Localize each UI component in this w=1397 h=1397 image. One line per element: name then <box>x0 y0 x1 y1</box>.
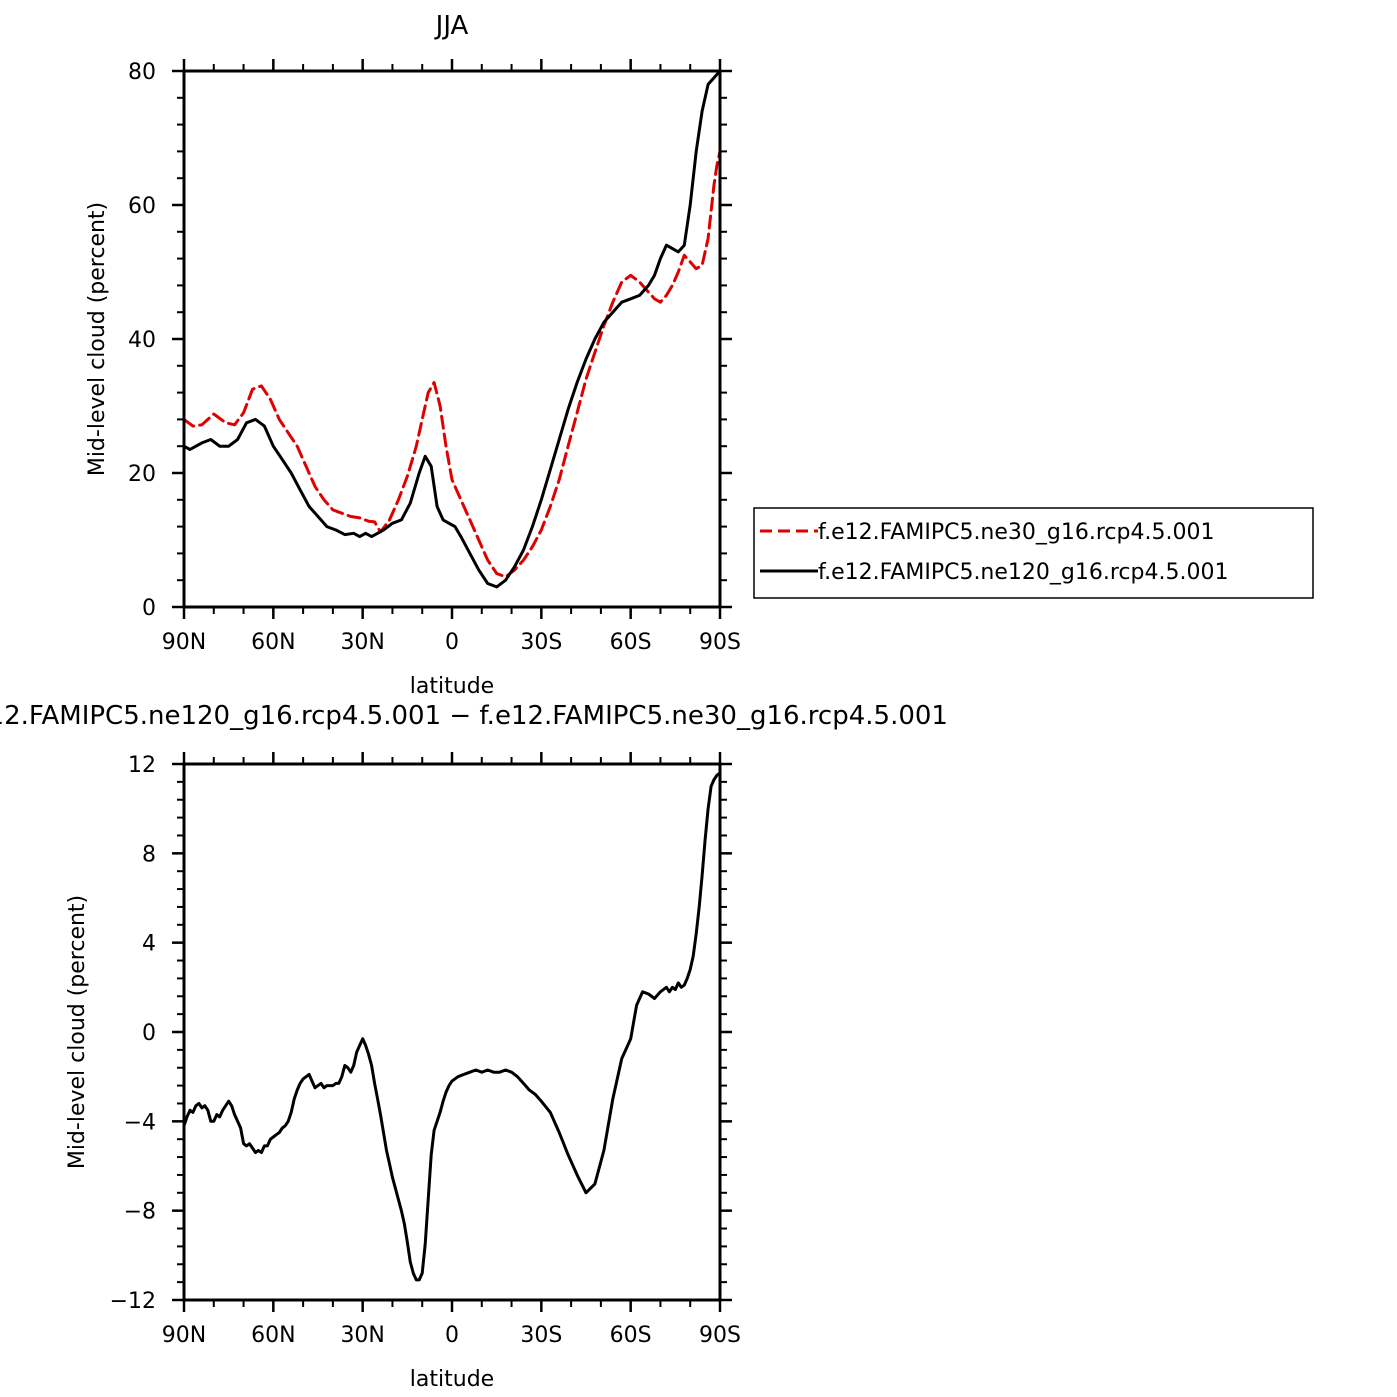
bottom-y-tick-label: −8 <box>124 1200 156 1225</box>
bottom-y-tick-label: −4 <box>124 1110 156 1135</box>
top-x-tick-label: 60N <box>251 630 295 655</box>
bottom-x-tick-label: 60N <box>251 1323 295 1348</box>
top-x-tick-label: 30N <box>340 630 384 655</box>
bottom-plot-lines <box>182 771 722 1282</box>
top-axis-ticks: 90N 60N 30N 0 30S 60S 90S 0 20 40 60 80 <box>128 59 741 655</box>
legend-box <box>753 507 1314 599</box>
legend: f.e12.FAMIPC5.ne30_g16.rcp4.5.001 f.e12.… <box>753 507 1314 599</box>
bottom-y-tick-label: −12 <box>110 1289 156 1314</box>
top-x-tick-label: 30S <box>520 630 562 655</box>
top-y-tick-label: 0 <box>142 596 156 621</box>
bottom-x-tick-label: 60S <box>610 1323 652 1348</box>
top-x-axis-title: latitude <box>410 674 494 699</box>
bottom-y-tick-label: 8 <box>142 842 156 867</box>
top-y-tick-label: 40 <box>128 328 156 353</box>
top-plot-lines <box>182 69 722 589</box>
top-panel: JJA 90N 60N 30N 0 30S 60S 90S 0 20 40 60 80 latitud… <box>85 11 741 699</box>
top-y-tick-label: 80 <box>128 60 156 85</box>
bottom-x-tick-label: 30N <box>340 1323 384 1348</box>
top-y-tick-label: 60 <box>128 194 156 219</box>
top-y-tick-label: 20 <box>128 462 156 487</box>
bottom-axis-ticks: 90N 60N 30N 0 30S 60S 90S −12 −8 −4 0 4 8 12 <box>110 752 741 1348</box>
top-series-line-1 <box>182 69 722 589</box>
top-series-line-0 <box>182 149 722 579</box>
bottom-x-axis-title: latitude <box>410 1367 494 1392</box>
top-y-axis-title: Mid-level cloud (percent) <box>85 202 110 476</box>
bottom-x-tick-label: 30S <box>520 1323 562 1348</box>
top-x-tick-label: 90N <box>162 630 206 655</box>
top-x-tick-label: 60S <box>610 630 652 655</box>
bottom-y-tick-label: 0 <box>142 1021 156 1046</box>
bottom-y-axis-title: Mid-level cloud (percent) <box>65 895 90 1169</box>
bottom-panel-title: f.e12.FAMIPC5.ne120_g16.rcp4.5.001 − f.e… <box>0 701 948 731</box>
top-x-tick-label: 0 <box>445 630 459 655</box>
legend-label-ne120: f.e12.FAMIPC5.ne120_g16.rcp4.5.001 <box>818 560 1228 585</box>
bottom-x-tick-label: 90S <box>699 1323 741 1348</box>
bottom-y-tick-label: 12 <box>128 753 156 778</box>
bottom-x-tick-label: 90N <box>162 1323 206 1348</box>
bottom-series-line-0 <box>182 771 722 1282</box>
top-panel-title: JJA <box>434 11 469 41</box>
top-x-tick-label: 90S <box>699 630 741 655</box>
bottom-x-tick-label: 0 <box>445 1323 459 1348</box>
bottom-y-tick-label: 4 <box>142 932 156 957</box>
legend-label-ne30: f.e12.FAMIPC5.ne30_g16.rcp4.5.001 <box>818 520 1214 545</box>
bottom-panel: f.e12.FAMIPC5.ne120_g16.rcp4.5.001 − f.e… <box>0 701 948 1392</box>
